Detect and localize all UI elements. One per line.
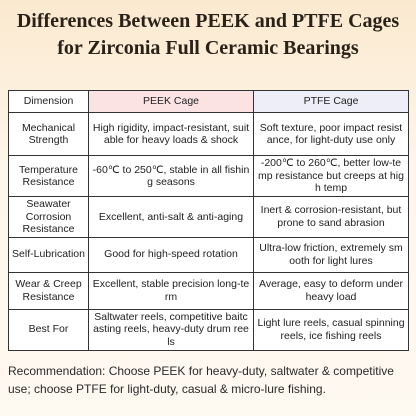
table-cell: Excellent, stable precision long-term: [88, 271, 254, 310]
table-cell: Light lure reels, casual spinning reels,…: [253, 308, 409, 351]
table-cell: High rigidity, impact-resistant, suitabl…: [88, 112, 254, 156]
table-row: Wear & Creep Resistance Excellent, stable…: [8, 271, 409, 310]
column-header: Dimension: [8, 90, 89, 113]
row-label: Seawater Corrosion Resistance: [8, 196, 89, 238]
table-row: Mechanical Strength High rigidity, impact…: [8, 112, 409, 156]
table-cell: -200℃ to 260℃, better low-temp resistanc…: [253, 155, 409, 197]
table-cell: Soft texture, poor impact resistance, fo…: [253, 112, 409, 156]
table-cell: -60℃ to 250℃, stable in all fishing seas…: [88, 155, 254, 197]
table-cell: Saltwater reels, competitive baitcasting…: [88, 308, 254, 351]
table-cell: Good for high-speed rotation: [88, 236, 254, 273]
row-label: Self-Lubrication: [8, 236, 89, 273]
row-label: Mechanical Strength: [8, 112, 89, 156]
title: Differences Between PEEK and PTFE Cages …: [16, 10, 400, 59]
table-row: Seawater Corrosion Resistance Excellent, …: [8, 196, 409, 238]
table-row: Best For Saltwater reels, competitive bai…: [8, 308, 409, 351]
table-cell: Ultra-low friction, extremely smooth for…: [253, 236, 409, 273]
table-body: Mechanical Strength High rigidity, impact…: [8, 112, 409, 351]
table-cell: Excellent, anti-salt & anti-aging: [88, 196, 254, 238]
table-cell: Average, easy to deform under heavy load: [253, 271, 409, 310]
comparison-table: Dimension PEEK Cage PTFE Cage Mechanical…: [8, 90, 409, 351]
column-header: PEEK Cage: [88, 90, 254, 113]
column-header: PTFE Cage: [253, 90, 409, 113]
table-row: Self-Lubrication Good for high-speed rota…: [8, 236, 409, 273]
row-label: Best For: [8, 308, 89, 351]
header-row: Dimension PEEK Cage PTFE Cage: [8, 90, 409, 113]
row-label: Wear & Creep Resistance: [8, 271, 89, 310]
row-label: Temperature Resistance: [8, 155, 89, 197]
table-row: Temperature Resistance -60℃ to 250℃, stab…: [8, 155, 409, 197]
table-cell: Inert & corrosion-resistant, but prone t…: [253, 196, 409, 238]
recommendation: Recommendation: Choose PEEK for heavy-du…: [8, 364, 394, 396]
